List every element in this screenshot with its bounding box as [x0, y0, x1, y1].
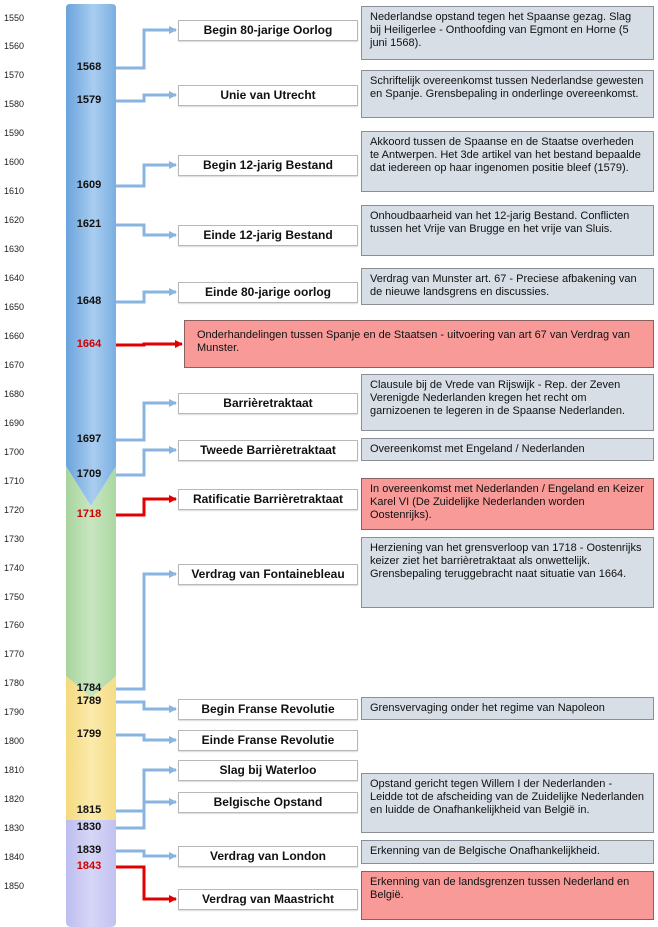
- axis-tick-label: 1730: [4, 533, 25, 544]
- axis-tick-label: 1840: [4, 852, 25, 863]
- axis-tick-label: 1710: [4, 475, 25, 486]
- year-label-1697: 1697: [76, 433, 102, 445]
- year-label-1815: 1815: [76, 804, 102, 816]
- event-description: In overeenkomst met Nederlanden / Engela…: [361, 478, 654, 530]
- year-label-1789: 1789: [76, 695, 102, 707]
- event-label: Verdrag van London: [178, 845, 358, 867]
- connector-arrow-1789: [116, 700, 177, 713]
- axis-tick-label: 1630: [4, 244, 25, 255]
- connector-arrow-1839: [116, 849, 177, 860]
- year-label-1799: 1799: [76, 728, 102, 740]
- year-label-1568: 1568: [76, 61, 102, 73]
- year-label-1648: 1648: [76, 295, 102, 307]
- year-label-1579: 1579: [76, 94, 102, 106]
- axis-tick-label: 1590: [4, 128, 25, 139]
- axis-tick-label: 1700: [4, 446, 25, 457]
- event-description: Nederlandse opstand tegen het Spaanse ge…: [361, 6, 654, 60]
- year-label-1718: 1718: [76, 508, 102, 520]
- axis-tick-label: 1780: [4, 678, 25, 689]
- event-label: Einde 12-jarig Bestand: [178, 224, 358, 246]
- connector-arrow-1843: [116, 865, 177, 903]
- event-label: Einde Franse Revolutie: [178, 729, 358, 751]
- axis-tick-label: 1570: [4, 70, 25, 81]
- event-label: Begin Franse Revolutie: [178, 698, 358, 720]
- axis-tick-label: 1550: [4, 12, 25, 23]
- axis-tick-label: 1810: [4, 765, 25, 776]
- event-description: Herziening van het grensverloop van 1718…: [361, 537, 654, 608]
- event-description: Schriftelijk overeenkomst tussen Nederla…: [361, 70, 654, 118]
- axis-tick-label: 1850: [4, 881, 25, 891]
- event-description: Onhoudbaarheid van het 12-jarig Bestand.…: [361, 205, 654, 256]
- year-label-1609: 1609: [76, 179, 102, 191]
- connector-arrow-1697: [116, 399, 177, 442]
- event-label: Tweede Barrièretraktaat: [178, 439, 358, 461]
- period-yellow: [66, 676, 116, 820]
- axis-tick-label: 1790: [4, 707, 25, 718]
- event-description: Akkoord tussen de Spaanse en de Staatse …: [361, 131, 654, 192]
- axis-tick-label: 1800: [4, 736, 25, 747]
- event-label: Einde 80-jarige oorlog: [178, 281, 358, 303]
- event-description: Erkenning van de landsgrenzen tussen Ned…: [361, 871, 654, 920]
- period-purple: [66, 810, 116, 927]
- connector-arrow-1648: [116, 288, 177, 304]
- year-label-1709: 1709: [76, 468, 102, 480]
- event-label: Ratificatie Barrièretraktaat: [178, 488, 358, 510]
- connector-arrow-1621: [116, 223, 177, 239]
- connector-arrow-1830: [116, 798, 177, 830]
- year-label-1830: 1830: [76, 821, 102, 833]
- axis-tick-label: 1620: [4, 215, 25, 226]
- axis-tick-label: 1820: [4, 794, 25, 805]
- event-label: Begin 12-jarig Bestand: [178, 154, 358, 176]
- event-description: Grensvervaging onder het regime van Napo…: [361, 697, 654, 720]
- axis-tick-label: 1770: [4, 649, 25, 660]
- axis-tick-label: 1830: [4, 823, 25, 834]
- event-label: Slag bij Waterloo: [178, 759, 358, 781]
- axis-tick-label: 1750: [4, 591, 25, 602]
- event-label: Barrièretraktaat: [178, 392, 358, 414]
- axis-tick-label: 1740: [4, 562, 25, 573]
- axis-tick-label: 1760: [4, 620, 25, 631]
- event-label: Belgische Opstand: [178, 791, 358, 813]
- connector-arrow-1784: [116, 570, 177, 691]
- event-description: Erkenning van de Belgische Onafhankelijk…: [361, 840, 654, 864]
- event-label: Verdrag van Maastricht: [178, 888, 358, 910]
- axis-tick-label: 1660: [4, 330, 25, 341]
- event-label: Unie van Utrecht: [178, 84, 358, 106]
- event-label: Verdrag van Fontainebleau: [178, 563, 358, 585]
- axis-tick-label: 1720: [4, 504, 25, 515]
- axis-tick-label: 1600: [4, 157, 25, 168]
- axis-tick-label: 1580: [4, 99, 25, 110]
- axis-tick-label: 1680: [4, 388, 25, 399]
- connector-arrow-1815: [116, 766, 177, 813]
- year-label-1839: 1839: [76, 844, 102, 856]
- event-description: Onderhandelingen tussen Spanje en de Sta…: [184, 320, 654, 368]
- event-description: Overeenkomst met Engeland / Nederlanden: [361, 438, 654, 461]
- axis-tick-label: 1650: [4, 302, 25, 312]
- axis-tick-label: 1690: [4, 417, 25, 428]
- event-description: Opstand gericht tegen Willem I der Neder…: [361, 773, 654, 833]
- axis-tick-label: 1640: [4, 273, 25, 284]
- connector-arrow-1664: [116, 340, 183, 348]
- year-label-1843: 1843: [76, 860, 102, 872]
- connector-arrow-1799: [116, 733, 177, 744]
- event-description: Clausule bij de Vrede van Rijswijk - Rep…: [361, 374, 654, 431]
- event-label: Begin 80-jarige Oorlog: [178, 19, 358, 41]
- connector-arrow-1609: [116, 161, 177, 188]
- connector-arrow-1568: [116, 26, 177, 70]
- axis-tick-label: 1670: [4, 359, 25, 370]
- year-label-1784: 1784: [76, 682, 102, 694]
- connector-arrow-1579: [116, 91, 177, 103]
- axis-tick-label: 1560: [4, 41, 25, 52]
- year-label-1664: 1664: [76, 338, 102, 350]
- year-label-1621: 1621: [76, 218, 102, 230]
- event-description: Verdrag van Munster art. 67 - Preciese a…: [361, 268, 654, 305]
- period-blue: [66, 4, 116, 506]
- connector-arrow-1709: [116, 446, 177, 477]
- axis-tick-label: 1610: [4, 186, 25, 197]
- period-green: [66, 466, 116, 698]
- connector-arrow-1718: [116, 495, 177, 517]
